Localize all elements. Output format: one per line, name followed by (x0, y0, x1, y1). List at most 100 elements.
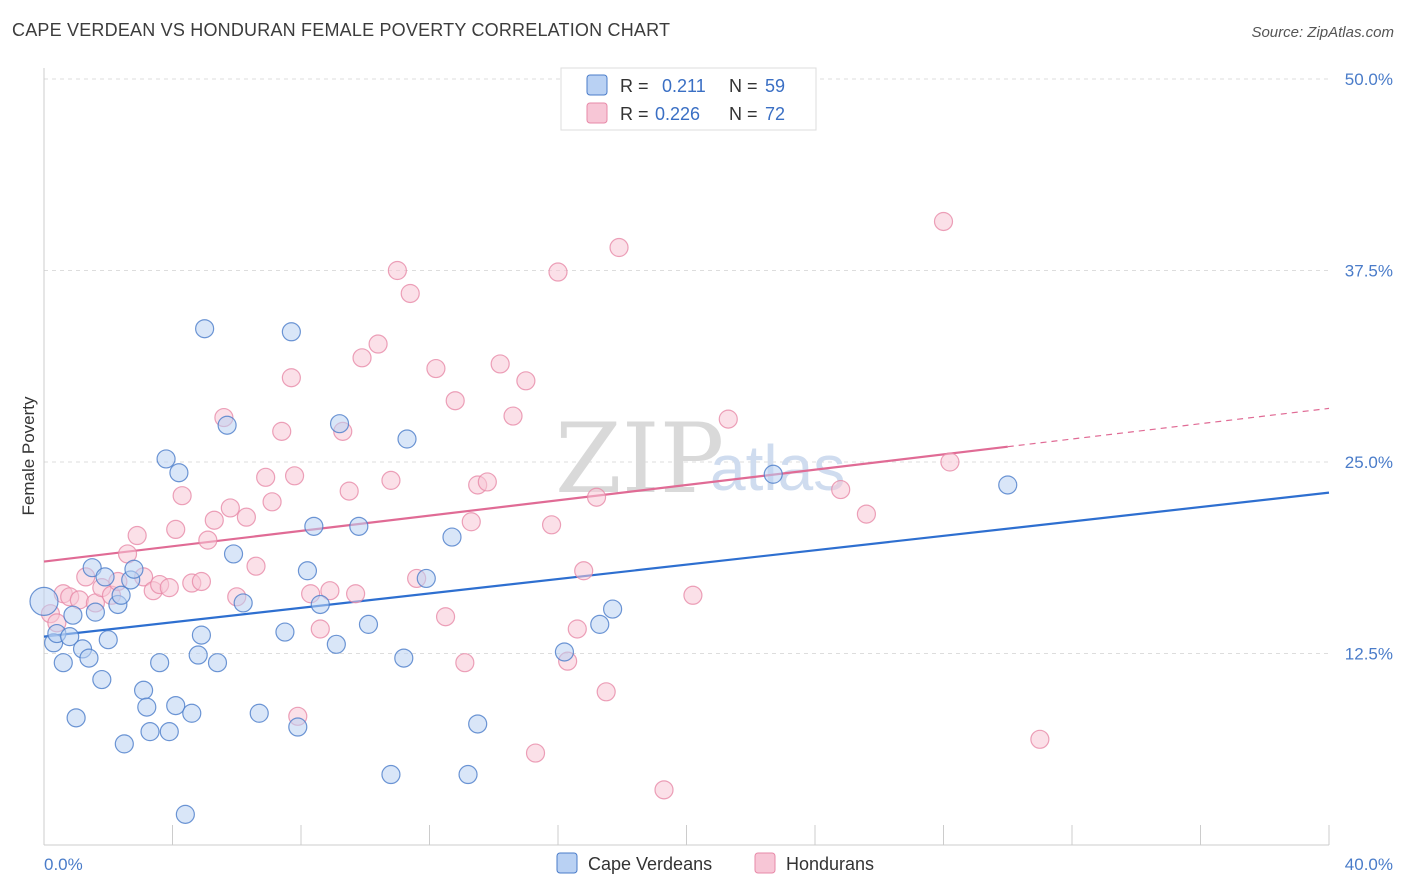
legend-n-label-0: N = (729, 76, 758, 96)
cape-verdeans-point (217, 415, 237, 435)
cape-verdeans-point (394, 648, 414, 668)
cape-verdeans-point (349, 516, 369, 536)
legend-r-value-1: 0.226 (655, 104, 700, 124)
cape-verdeans-point (188, 645, 208, 665)
cape-verdeans-point (590, 614, 610, 634)
cape-verdeans-point (182, 703, 202, 723)
cape-verdeans-point (458, 764, 478, 785)
series-legend-label-cape-verdeans: Cape Verdeans (588, 854, 712, 874)
hondurans-point (172, 486, 192, 506)
hondurans-point (516, 371, 536, 391)
cape-verdeans-point (288, 717, 308, 737)
cape-verdeans-point (150, 653, 170, 673)
cape-verdeans-point (326, 634, 346, 654)
hondurans-point (567, 619, 587, 639)
cape-verdeans-point (137, 697, 157, 717)
cape-verdeans-point (442, 527, 462, 547)
hondurans-point (320, 581, 340, 601)
x-tick-label-max: 40.0% (1345, 855, 1393, 874)
cape-verdeans-point (998, 475, 1018, 495)
hondurans-point (198, 530, 218, 550)
series-legend-swatch-cape-verdeans (556, 852, 578, 874)
cape-verdeans-point (140, 722, 160, 742)
cape-verdeans-point (275, 622, 295, 642)
cape-verdeans-point (304, 516, 324, 536)
cape-verdeans-point (124, 559, 144, 579)
chart-title: CAPE VERDEAN VS HONDURAN FEMALE POVERTY … (12, 20, 671, 40)
hondurans-point (426, 358, 446, 379)
y-tick-label: 50.0% (1345, 70, 1393, 89)
hondurans-point (477, 472, 497, 492)
data-points (29, 211, 1050, 824)
hondurans-point (596, 682, 616, 702)
cape-verdeans-point (554, 642, 575, 662)
hondurans-point (445, 391, 465, 411)
cape-verdeans-point (79, 648, 99, 668)
hondurans-point (654, 780, 674, 800)
legend-r-label-1: R = (620, 104, 649, 124)
legend-swatch-pink (586, 102, 608, 124)
cape-verdeans-point (95, 567, 115, 587)
hondurans-point (455, 653, 475, 673)
hondurans-point (159, 578, 179, 598)
cape-verdeans-point (207, 653, 228, 673)
source-label: Source: ZipAtlas.com (1251, 24, 1394, 41)
hondurans-point (435, 607, 456, 627)
hondurans-point (272, 421, 292, 441)
x-tick-label-min: 0.0% (44, 855, 83, 874)
hondurans-point (400, 283, 420, 304)
hondurans-point (683, 585, 703, 605)
cape-verdeans-trend-line (43, 491, 1330, 638)
hondurans-point (256, 467, 276, 487)
legend-n-value-1: 72 (765, 104, 785, 124)
y-tick-labels: 12.5% 25.0% 37.5% 50.0% (1345, 70, 1393, 664)
hondurans-point (381, 470, 401, 490)
series-legend-swatch-hondurans (754, 852, 776, 874)
hondurans-trend-extension (1007, 407, 1330, 448)
cape-verdeans-point (133, 680, 154, 700)
hondurans-point (339, 481, 359, 501)
hondurans-point (166, 519, 186, 540)
hondurans-point (346, 584, 366, 604)
hondurans-point (574, 561, 594, 581)
cape-verdeans-point (159, 722, 179, 742)
hondurans-point (127, 525, 147, 546)
cape-verdeans-point (397, 429, 417, 449)
hondurans-point (548, 262, 568, 282)
cape-verdeans-point (223, 544, 244, 564)
cape-verdeans-point (175, 804, 195, 824)
hondurans-point (933, 211, 954, 232)
hondurans-point (586, 487, 607, 507)
cape-verdeans-point (603, 599, 623, 619)
hondurans-point (262, 492, 282, 512)
cape-verdeans-point (233, 593, 253, 613)
hondurans-point (503, 406, 523, 426)
hondurans-point (236, 507, 256, 527)
cape-verdeans-point (29, 586, 59, 617)
cape-verdeans-point (249, 703, 269, 723)
hondurans-point (525, 743, 546, 763)
cape-verdeans-point (381, 764, 401, 785)
hondurans-point (856, 504, 877, 524)
hondurans-point (541, 515, 562, 535)
y-tick-label: 37.5% (1345, 262, 1393, 281)
grid (44, 78, 1329, 654)
hondurans-point (940, 452, 960, 472)
cape-verdeans-point (63, 605, 83, 625)
series-legend-label-hondurans: Hondurans (786, 854, 874, 874)
hondurans-point (387, 260, 407, 281)
hondurans-point (281, 368, 301, 388)
cape-verdeans-point (66, 708, 86, 728)
cape-verdeans-point (53, 653, 73, 673)
hondurans-point (191, 571, 212, 592)
cape-verdeans-point (297, 561, 318, 581)
hondurans-point (284, 466, 305, 486)
hondurans-point (246, 556, 266, 576)
cape-verdeans-point (416, 568, 436, 589)
hondurans-point (368, 334, 388, 354)
stats-legend: R = 0.211 N = 59 R = 0.226 N = 72 (560, 67, 817, 131)
cape-verdeans-point (98, 630, 118, 650)
cape-verdeans-point (468, 714, 488, 734)
cape-verdeans-point (310, 594, 330, 615)
